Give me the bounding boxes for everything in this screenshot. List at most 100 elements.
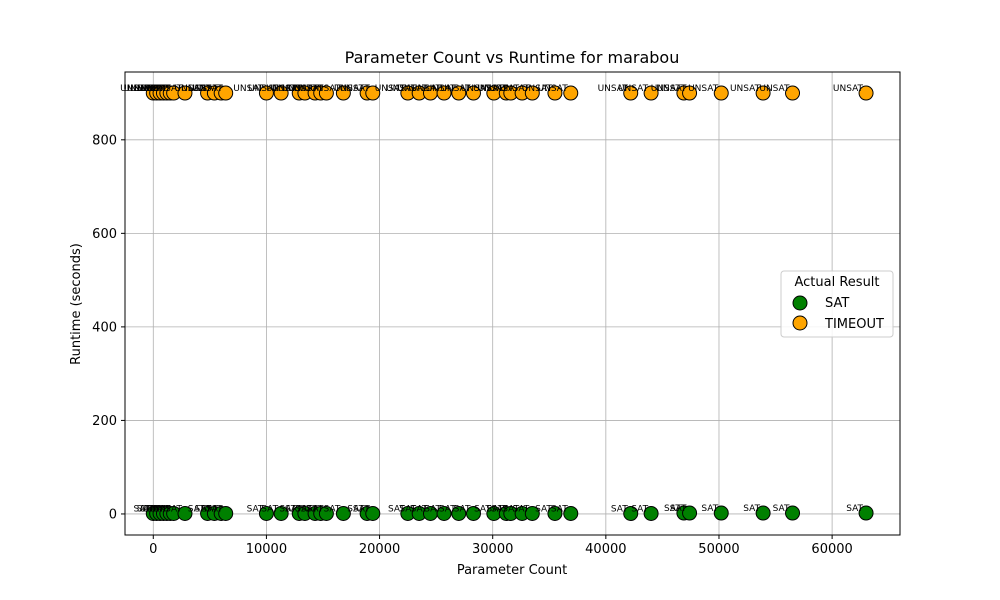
point-sat [682,505,698,521]
point-timeout [547,85,563,101]
annotation-sat: SAT [324,504,341,514]
point-timeout [623,85,639,101]
annotation-sat: SAT [411,504,428,514]
annotation-unsat: UNSAT [411,84,442,94]
annotation-unsat: UNSAT [651,84,682,94]
annotation-sat: SAT [631,504,648,514]
annotation-unsat: UNSAT [440,84,471,94]
annotation-unsat: UNSAT [188,84,219,94]
annotation-unsat: UNSAT [130,84,161,94]
point-timeout [524,85,540,101]
annotation-unsat: UNSAT [478,84,509,94]
legend-label-sat: SAT [825,296,849,311]
point-sat [785,505,801,521]
annotation-unsat: UNSAT [397,84,428,94]
annotation-sat: SAT [279,504,296,514]
annotation-unsat: UNSAT [375,84,406,94]
annotation-unsat: UNSAT [426,84,457,94]
annotation-sat: SAT [439,504,456,514]
legend-box [780,270,894,338]
y-tick-label: 600 [92,227,117,242]
x-tick-label: 60000 [811,542,852,557]
point-sat [177,505,193,521]
annotation-sat: SAT [773,504,790,514]
point-timeout [177,85,193,101]
point-timeout [365,85,381,101]
point-sat [755,505,771,521]
x-tick-label: 30000 [472,542,513,557]
annotation-unsat: UNSAT [152,84,183,94]
point-sat [451,505,467,521]
annotation-sat: SAT [353,504,370,514]
legend-label-timeout: TIMEOUT [824,317,884,332]
point-sat [273,505,289,521]
point-timeout [682,85,698,101]
annotation-sat: SAT [154,504,171,514]
point-timeout [218,85,234,101]
annotation-sat: SAT [147,504,164,514]
annotation-sat: SAT [201,504,218,514]
annotation-sat: SAT [512,504,529,514]
annotation-sat: SAT [388,504,405,514]
annotation-unsat: UNSAT [181,84,212,94]
annotation-sat: SAT [137,504,154,514]
annotation-unsat: UNSAT [127,84,158,94]
annotation-sat: SAT [535,504,552,514]
annotation-sat: SAT [188,504,205,514]
y-tick-label: 200 [92,414,117,429]
data-points [145,85,874,521]
annotation-unsat: UNSAT [499,84,530,94]
annotation-unsat: UNSAT [193,84,224,94]
point-timeout [273,85,289,101]
annotation-unsat: UNSAT [140,84,171,94]
annotation-sat: SAT [261,504,278,514]
annotation-sat: SAT [846,504,863,514]
annotation-unsat: UNSAT [461,84,492,94]
y-axis-label: Runtime (seconds) [69,243,84,365]
annotation-unsat: UNSAT [272,84,303,94]
point-sat [547,505,563,521]
annotation-unsat: UNSAT [473,84,504,94]
annotation-unsat: UNSAT [174,84,205,94]
annotation-unsat: UNSAT [759,84,790,94]
annotation-unsat: UNSAT [120,84,151,94]
point-timeout [858,85,874,101]
x-tick-label: 20000 [359,542,400,557]
annotation-sat: SAT [491,504,508,514]
annotation-sat: SAT [144,504,161,514]
annotation-sat: SAT [301,504,318,514]
annotation-unsat: UNSAT [124,84,155,94]
point-timeout [436,85,452,101]
annotation-sat: SAT [424,504,441,514]
annotation-sat: SAT [670,504,687,514]
annotation-sat: SAT [611,504,628,514]
annotation-unsat: UNSAT [730,84,761,94]
annotation-sat: SAT [454,504,471,514]
point-timeout [563,85,579,101]
annotation-sat: SAT [743,504,760,514]
x-axis-label: Parameter Count [457,563,567,578]
point-sat [858,505,874,521]
annotation-unsat: UNSAT [538,84,569,94]
annotation-sat: SAT [285,504,302,514]
point-timeout [643,85,659,101]
point-sat [218,505,234,521]
point-sat [465,505,481,521]
annotation-sat: SAT [206,504,223,514]
annotation-sat: SAT [502,504,519,514]
annotation-sat: SAT [165,504,182,514]
y-tick-label: 800 [92,133,117,148]
legend-title: Actual Result [794,275,879,290]
grid-lines [125,72,900,535]
legend: Actual Result SAT TIMEOUT [780,270,894,338]
point-sat [643,505,659,521]
annotation-sat: SAT [150,504,167,514]
point-sat [436,505,452,521]
annotation-unsat: UNSAT [598,84,629,94]
point-timeout [318,85,334,101]
annotation-unsat: UNSAT [248,84,279,94]
y-tick-label: 0 [109,507,117,522]
legend-marker-sat [792,295,808,311]
point-sat [335,505,351,521]
